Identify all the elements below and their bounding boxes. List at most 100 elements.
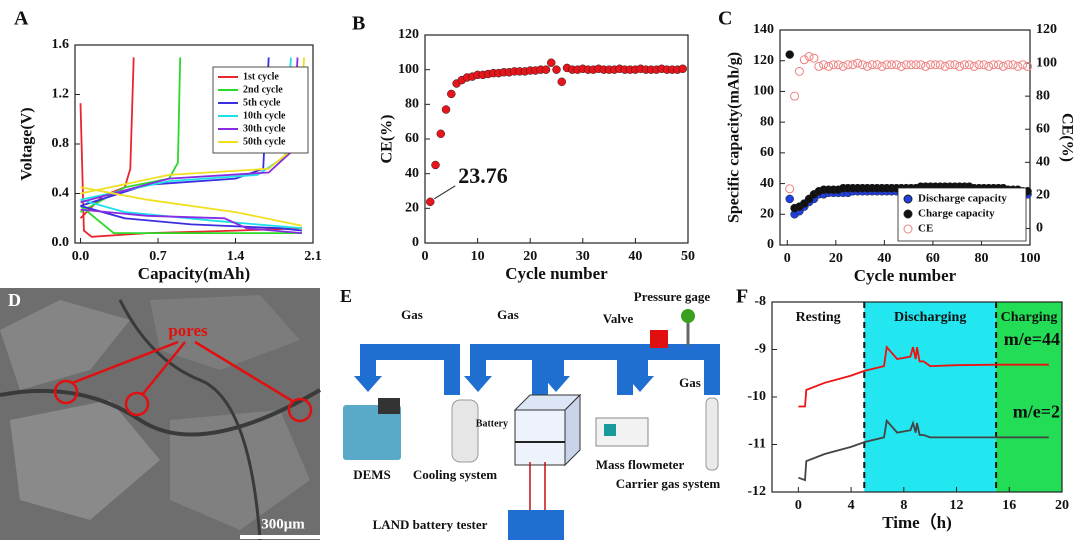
data-point [922,62,930,70]
wire [530,462,545,510]
data-point [970,62,978,70]
data-point [829,61,837,69]
legend-label: CE [918,223,933,235]
data-point [931,61,939,69]
x-tick-label: 0 [422,249,429,264]
y-tick-label: 80 [405,97,419,112]
series-label: m/e=44 [1004,329,1060,349]
gas-cylinder-icon [706,398,718,470]
data-point [791,92,799,100]
y2-tick-label: 0 [1036,221,1043,236]
data-point [912,61,920,69]
data-point [839,62,847,70]
data-point [946,61,954,69]
data-point [883,61,891,69]
arrow-head [464,376,492,392]
data-point [975,61,983,69]
label-pointer [434,186,455,199]
data-point [844,61,852,69]
x-tick-label: 2.1 [304,249,322,264]
x-tick-label: 100 [1020,251,1041,266]
y-tick-label: 60 [405,131,419,146]
legend-label: 5th cycle [243,97,281,108]
data-point [679,65,687,73]
flow-arrow [368,352,452,395]
panel-label: C [718,8,732,30]
y2-tick-label: 120 [1036,22,1057,37]
y2-tick-label: 100 [1036,55,1057,70]
y-tick-label: 0.0 [52,235,70,250]
x-axis-label: Cycle number [854,266,957,285]
y-tick-label: 80 [760,114,774,129]
panel-label: E [340,286,352,306]
data-point [878,62,886,70]
x-tick-label: 0 [795,498,802,513]
data-point [795,67,803,75]
x-tick-label: 16 [1002,498,1016,513]
region-label: Resting [796,310,841,325]
y2-tick-label: 80 [1036,88,1050,103]
x-tick-label: 4 [848,498,855,513]
battery-icon [515,410,565,465]
x-tick-label: 40 [877,251,891,266]
legend-label: 50th cycle [243,136,286,147]
data-point [868,61,876,69]
y-tick-label: -11 [748,437,766,452]
data-point [960,61,968,69]
x-tick-label: 20 [1055,498,1069,513]
y-tick-label: 140 [753,22,774,37]
data-point [1004,61,1012,69]
y-axis-label: Specific capacity(mAh/g) [726,52,743,223]
data-point [985,62,993,70]
data-point [815,62,823,70]
y-tick-label: -8 [754,294,766,309]
data-point [941,62,949,70]
valve-icon [650,330,668,348]
sem-image-panel: D pores 300μm [0,288,320,540]
legend-label: Discharge capacity [918,193,1007,205]
data-point [888,61,896,69]
y-tick-label: 0 [767,237,774,252]
data-point [432,161,440,169]
x-tick-label: 8 [900,498,907,513]
panel-label: F [736,286,748,308]
panel-label: A [14,8,29,30]
data-point [951,61,959,69]
y-tick-label: -9 [754,342,766,357]
arrow-head [354,376,382,392]
data-point [893,61,901,69]
data-point [426,198,434,206]
data-point [907,61,915,69]
pressure-gage-label: Pressure gage [634,289,711,304]
gas-label: Gas [679,375,701,390]
data-point [990,61,998,69]
data-point [834,61,842,69]
y-tick-label: 20 [405,201,419,216]
node-label: Cooling system [413,467,497,482]
data-point [547,59,555,67]
data-point [442,106,450,114]
legend-swatch [904,195,912,203]
node-label: DEMS [353,467,391,482]
y-tick-label: 100 [398,62,419,77]
panel-label: D [8,290,21,310]
y-tick-label: -10 [747,389,766,404]
data-point [994,61,1002,69]
data-point [542,66,550,74]
data-point [859,61,867,69]
y-tick-label: 120 [753,53,774,68]
node-label: Mass flowmeter [596,457,685,472]
legend-label: 1st cycle [243,71,279,82]
data-point [786,51,794,59]
data-point [956,62,964,70]
legend-label: 30th cycle [243,123,286,134]
data-point [786,195,794,203]
x-tick-label: 40 [628,249,642,264]
data-point [553,66,561,74]
x-tick-label: 20 [829,251,843,266]
data-point [926,61,934,69]
y-tick-label: 0 [412,235,419,250]
data-point [999,62,1007,70]
setup-diagram: E Gas Gas Gas Pressure gage Valve Batter… [340,286,720,540]
